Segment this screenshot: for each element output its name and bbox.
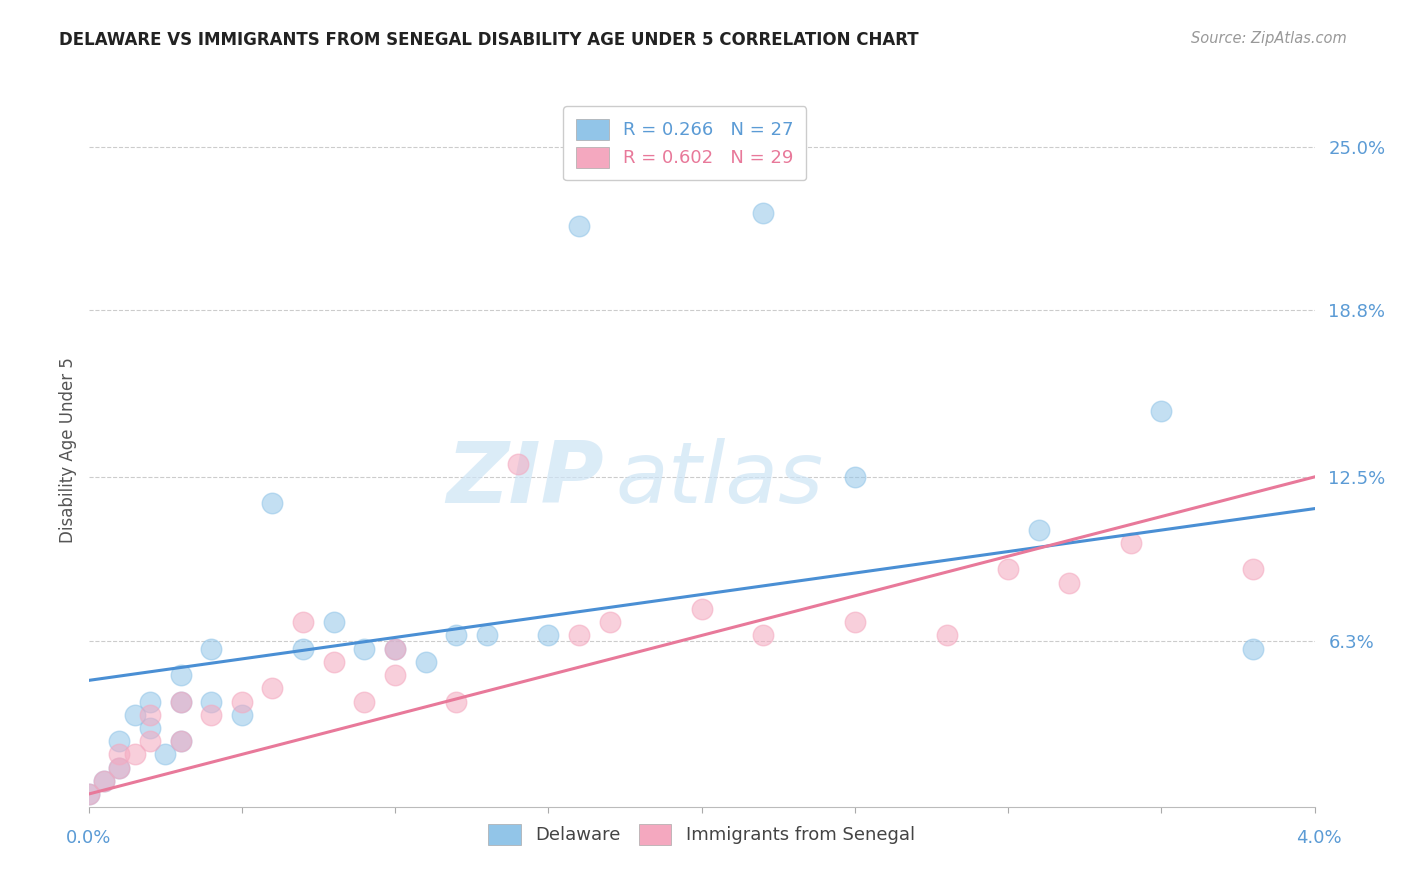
Point xyxy=(752,205,775,219)
Point xyxy=(108,747,131,762)
Point xyxy=(169,734,191,748)
Point xyxy=(139,734,162,748)
Point xyxy=(1150,404,1173,418)
Point xyxy=(1241,641,1264,656)
Point xyxy=(568,628,591,642)
Point xyxy=(1241,562,1264,576)
Point xyxy=(139,707,162,722)
Point xyxy=(446,628,468,642)
Point xyxy=(200,707,222,722)
Point xyxy=(231,707,253,722)
Point xyxy=(690,602,713,616)
Point xyxy=(108,761,131,775)
Point xyxy=(262,681,284,696)
Point xyxy=(322,615,344,630)
Point xyxy=(353,641,375,656)
Point xyxy=(568,219,591,233)
Text: ZIP: ZIP xyxy=(446,437,603,521)
Point xyxy=(537,628,560,642)
Point xyxy=(139,721,162,735)
Point xyxy=(262,496,284,510)
Point xyxy=(169,668,191,682)
Point xyxy=(997,562,1019,576)
Text: DELAWARE VS IMMIGRANTS FROM SENEGAL DISABILITY AGE UNDER 5 CORRELATION CHART: DELAWARE VS IMMIGRANTS FROM SENEGAL DISA… xyxy=(59,31,918,49)
Point xyxy=(124,747,146,762)
Point xyxy=(1119,536,1142,550)
Point xyxy=(108,734,131,748)
Point xyxy=(384,641,406,656)
Point xyxy=(599,615,621,630)
Point xyxy=(322,655,344,669)
Point xyxy=(292,615,315,630)
Point xyxy=(93,773,115,788)
Point xyxy=(384,641,406,656)
Point xyxy=(935,628,957,642)
Point xyxy=(292,641,315,656)
Point xyxy=(155,747,177,762)
Text: atlas: atlas xyxy=(616,437,824,521)
Point xyxy=(415,655,437,669)
Point xyxy=(506,457,529,471)
Point xyxy=(1028,523,1050,537)
Point xyxy=(200,641,222,656)
Point xyxy=(475,628,498,642)
Point xyxy=(77,787,100,801)
Text: Source: ZipAtlas.com: Source: ZipAtlas.com xyxy=(1191,31,1347,46)
Point xyxy=(169,734,191,748)
Text: 0.0%: 0.0% xyxy=(66,829,111,847)
Point xyxy=(77,787,100,801)
Point xyxy=(231,694,253,708)
Point xyxy=(200,694,222,708)
Point xyxy=(1059,575,1081,590)
Point xyxy=(446,694,468,708)
Point xyxy=(93,773,115,788)
Text: 4.0%: 4.0% xyxy=(1296,829,1341,847)
Point xyxy=(353,694,375,708)
Point xyxy=(844,615,866,630)
Point xyxy=(108,761,131,775)
Point xyxy=(169,694,191,708)
Y-axis label: Disability Age Under 5: Disability Age Under 5 xyxy=(59,358,77,543)
Point xyxy=(169,694,191,708)
Point xyxy=(384,668,406,682)
Point xyxy=(752,628,775,642)
Point xyxy=(124,707,146,722)
Point xyxy=(139,694,162,708)
Point xyxy=(844,470,866,484)
Legend: Delaware, Immigrants from Senegal: Delaware, Immigrants from Senegal xyxy=(481,816,922,852)
